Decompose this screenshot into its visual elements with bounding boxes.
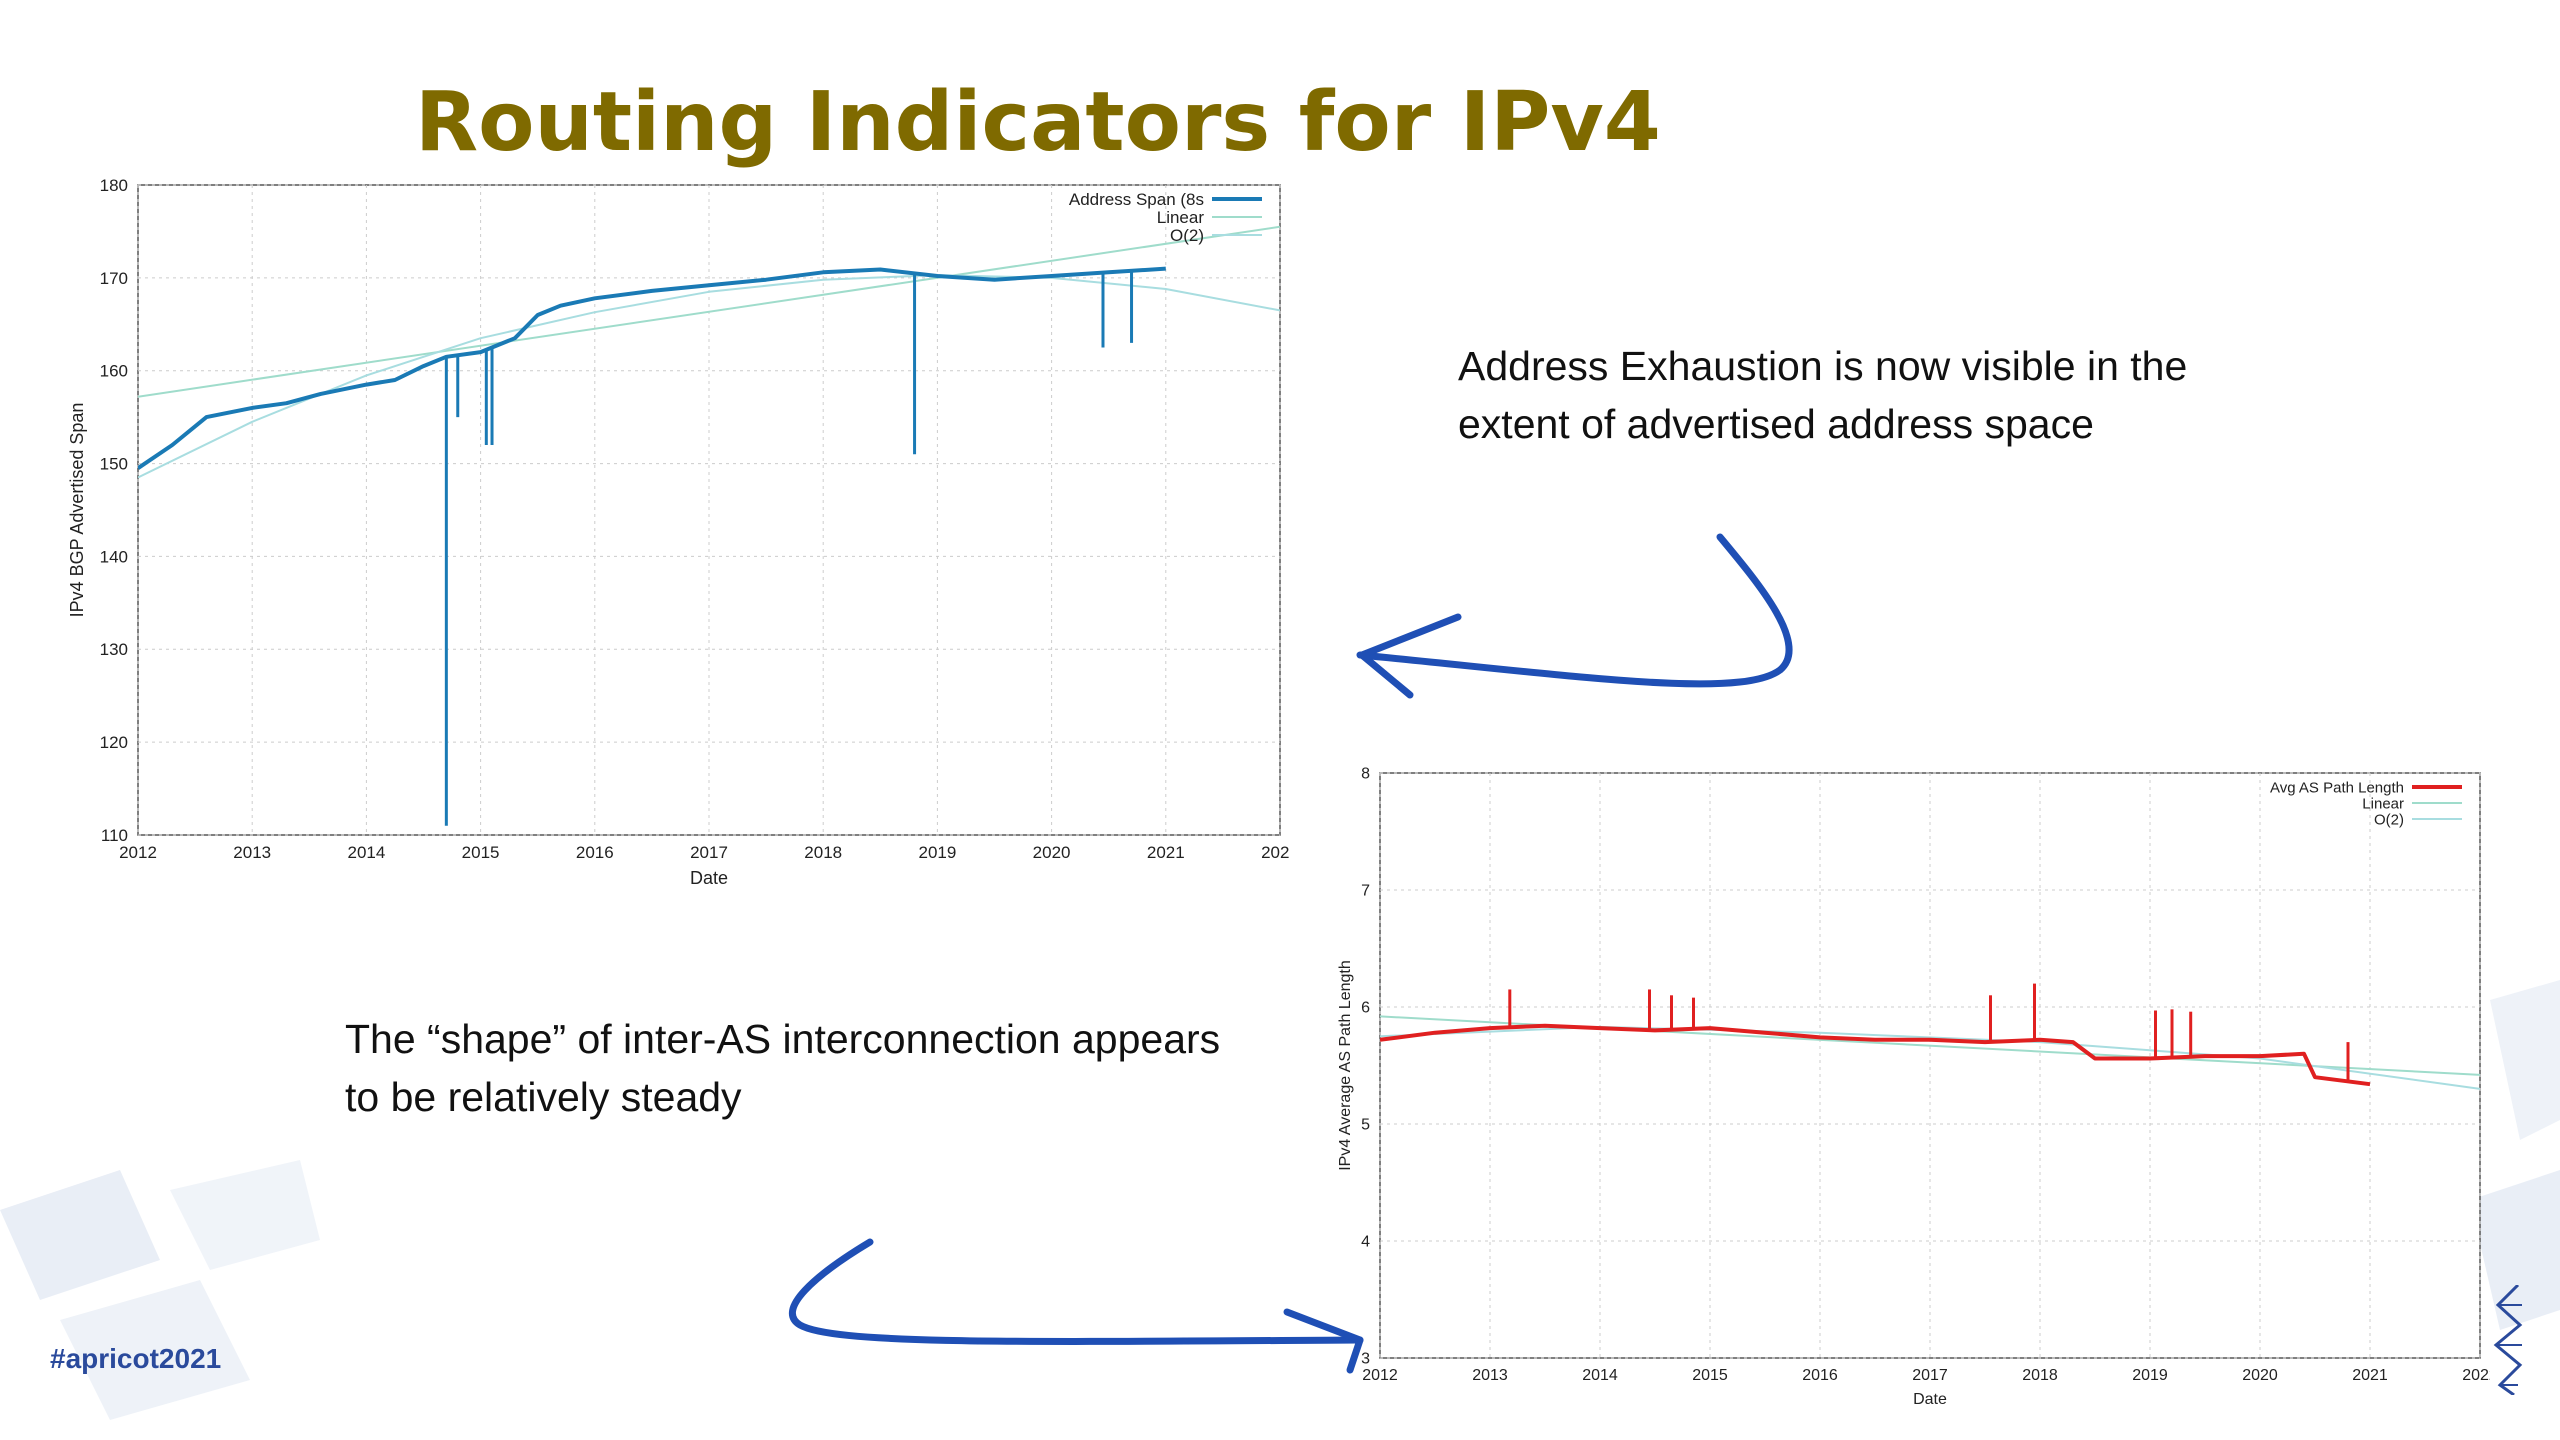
x-tick-label: 2019 [2132,1367,2168,1384]
x-tick-label: 2015 [1692,1367,1728,1384]
x-tick-label: 2012 [119,843,157,862]
y-tick-label: 180 [100,176,128,195]
slide-title: Routing Indicators for IPv4 [415,82,1661,168]
x-axis-label: Date [1913,1391,1947,1408]
legend-label: Avg AS Path Length [2270,779,2404,796]
series-line-0 [138,266,1166,470]
background-watermark-right [2470,980,2560,1330]
y-axis-label: IPv4 Average AS Path Length [1337,960,1354,1171]
callout-address-exhaustion: Address Exhaustion is now visible in the… [1458,343,2188,447]
x-tick-label: 2014 [347,843,385,862]
as-path-length-chart: 2012 2013 2014 2015 2016 2017 2018 2019 2020 2021… [1337,766,2490,1408]
y-tick-label: 6 [1361,1000,1370,1017]
x-tick-label: 2021 [1147,843,1185,862]
x-tick-label: 2021 [2352,1367,2388,1384]
x-tick-label: 2016 [576,843,614,862]
x-tick-label: 2013 [233,843,271,862]
arrow-to-aspath-chart [788,1238,1364,1374]
y-tick-label: 4 [1361,1234,1370,1251]
y-tick-label: 7 [1361,883,1370,900]
x-tick-label: 2014 [1582,1367,1618,1384]
arrow-to-span-chart [1356,533,1793,699]
legend-label: O(2) [2374,811,2404,828]
y-tick-label: 110 [101,826,128,845]
x-tick-label: 2022 [1261,843,1290,862]
address-span-chart: 2012 2013 2014 2015 2016 2017 2018 2019 2020 2021… [67,176,1290,888]
x-tick-label: 2015 [462,843,500,862]
y-tick-label: 130 [100,640,128,659]
x-tick-label: 2012 [1362,1367,1398,1384]
y-tick-label: 160 [100,362,128,381]
x-tick-label: 2018 [2022,1367,2058,1384]
legend-label: Linear [2362,795,2404,812]
legend-label: Linear [1157,208,1205,227]
series-line-1 [138,225,1280,398]
x-tick-label: 2020 [2242,1367,2278,1384]
x-tick-label: 2018 [804,843,842,862]
x-tick-label: 2017 [690,843,728,862]
hashtag-label: #apricot2021 [50,1343,222,1374]
x-axis-label: Date [690,868,728,888]
y-axis-label: IPv4 BGP Advertised Span [67,403,87,618]
legend-label: O(2) [1170,226,1204,245]
series-line-0 [1380,1023,2371,1087]
x-tick-label: 2017 [1912,1367,1948,1384]
y-tick-label: 170 [100,269,128,288]
x-tick-label: 2020 [1033,843,1071,862]
x-tick-label: 2013 [1472,1367,1508,1384]
legend-label: Address Span (8s [1069,190,1204,209]
x-tick-label: 2022 [2462,1367,2490,1384]
callout-interconnection-shape: The “shape” of inter-AS interconnection … [345,1016,1221,1120]
y-tick-label: 120 [100,733,128,752]
y-tick-label: 150 [100,455,128,474]
x-tick-label: 2019 [918,843,956,862]
y-tick-label: 3 [1361,1351,1370,1368]
y-tick-label: 5 [1361,1117,1370,1134]
y-tick-label: 8 [1361,766,1370,783]
logo-mark [2493,1285,2523,1395]
background-watermark-left [0,1160,320,1420]
x-tick-label: 2016 [1802,1367,1838,1384]
y-tick-label: 140 [100,547,128,566]
